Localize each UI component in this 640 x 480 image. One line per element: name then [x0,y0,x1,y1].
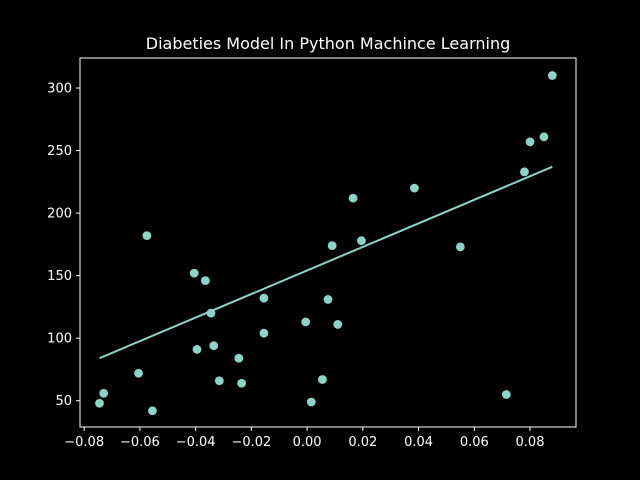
y-tick-label: 50 [55,394,72,409]
scatter-point [99,388,109,398]
scatter-point [539,132,549,142]
x-tick-label: −0.04 [176,435,216,450]
scatter-point [327,241,337,251]
scatter-point [318,375,327,384]
scatter-point [306,397,316,407]
x-tick-label: −0.02 [231,435,271,450]
scatter-point [234,353,244,363]
scatter-point [95,398,104,408]
y-axis: 50 100 150 200 250 300 [47,82,80,409]
scatter-point [209,341,219,351]
scatter-point [134,368,143,378]
scatter-point [259,328,269,338]
scatter-point [357,236,366,246]
x-tick-label: 0.02 [348,435,377,450]
chart-title: Diabeties Model In Python Machince Learn… [146,34,511,53]
x-tick-label: 0.06 [460,435,489,450]
scatter-point [547,71,557,80]
scatter-points-layer [95,71,557,416]
regression-line-layer [99,165,553,360]
scatter-point [409,183,419,193]
scatter-point [148,406,157,416]
plot-area-frame [79,57,577,428]
x-axis: −0.08 −0.06 −0.04 −0.02 0.00 0.02 0.04 0.06 0.08 [64,427,544,450]
scatter-point [206,308,216,318]
y-tick-label: 200 [47,207,72,222]
scatter-point [237,378,247,388]
y-tick-label: 250 [47,144,72,159]
y-tick-label: 300 [47,82,72,97]
x-tick-label: 0.00 [293,435,322,450]
scatter-point [301,317,311,327]
scatter-point [259,293,269,303]
scatter-point [520,167,529,177]
scatter-point [525,137,535,147]
x-tick-label: −0.08 [64,435,104,450]
scatter-point [142,231,152,241]
regression-line [99,165,553,360]
y-tick-label: 100 [47,332,72,347]
x-tick-label: −0.06 [120,435,160,450]
scatter-point [348,193,358,203]
scatter-point [214,376,224,386]
scatter-point [192,345,202,354]
scatter-point [501,390,511,399]
scatter-point [200,276,210,286]
scatter-point [189,268,199,278]
x-tick-label: 0.08 [516,435,545,450]
y-tick-label: 150 [47,269,72,284]
scatter-point [323,295,333,304]
x-tick-label: 0.04 [404,435,433,450]
scatter-point [455,242,465,252]
scatter-point [333,320,343,329]
